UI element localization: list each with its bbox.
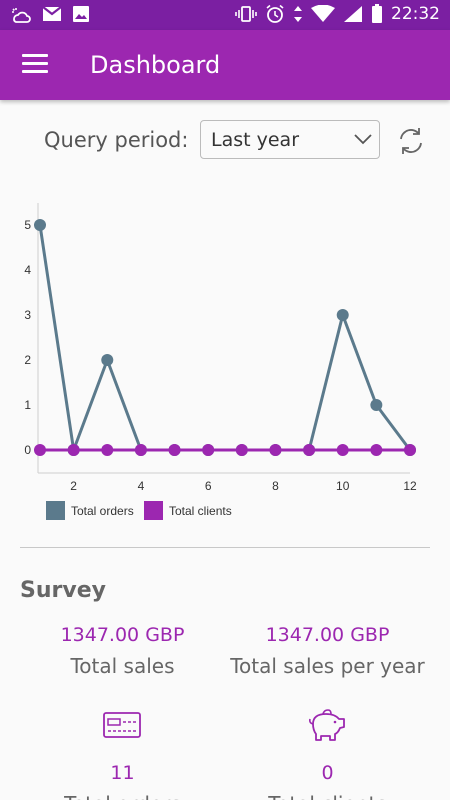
- query-period-select[interactable]: Last year: [200, 120, 380, 159]
- y-tick-label: 4: [24, 263, 31, 277]
- data-point: [34, 444, 46, 456]
- data-point: [168, 444, 181, 456]
- y-tick-label: 0: [24, 443, 31, 457]
- data-point: [134, 444, 147, 456]
- data-arrows-icon: [294, 6, 302, 22]
- vibrate-icon: [235, 6, 257, 22]
- data-point: [235, 444, 248, 456]
- legend-label: Total clients: [169, 504, 232, 518]
- credit-card-icon: [103, 712, 141, 738]
- data-point: [303, 444, 316, 456]
- x-tick-label: 8: [272, 479, 279, 493]
- x-tick-label: 2: [70, 479, 77, 493]
- menu-button[interactable]: [22, 54, 48, 76]
- x-tick-label: 12: [403, 479, 417, 493]
- data-point: [269, 444, 282, 456]
- refresh-button[interactable]: [395, 125, 427, 157]
- total-clients-label: Total clients: [215, 792, 440, 800]
- total-sales-per-year-value: 1347.00 GBP: [265, 624, 390, 646]
- weather-icon: [12, 8, 31, 23]
- data-point: [101, 444, 114, 456]
- query-period-label: Query period:: [44, 128, 189, 152]
- alarm-icon: [266, 4, 284, 23]
- total-orders-label: Total orders: [10, 792, 235, 800]
- x-tick-label: 10: [336, 479, 350, 493]
- legend-swatch: [46, 501, 65, 520]
- data-point: [101, 354, 114, 366]
- gmail-icon: [42, 6, 62, 21]
- total-sales-label: Total sales: [70, 654, 175, 678]
- query-period-value: Last year: [211, 129, 300, 151]
- y-tick-label: 3: [24, 308, 31, 322]
- chevron-down-icon: [354, 134, 372, 145]
- refresh-icon: [400, 128, 422, 154]
- x-tick-label: 6: [205, 479, 212, 493]
- total-clients-stat: 0 Total clients: [215, 762, 440, 800]
- total-sales-stat: 1347.00 GBP Total sales: [10, 624, 235, 678]
- status-time: 22:32: [391, 4, 440, 24]
- y-tick-label: 5: [24, 218, 31, 232]
- series-line: [38, 224, 412, 452]
- divider: [20, 547, 430, 548]
- data-point: [336, 309, 349, 321]
- hamburger-icon: [22, 54, 48, 57]
- total-sales-value: 1347.00 GBP: [60, 624, 185, 646]
- survey-title: Survey: [20, 578, 106, 603]
- piggy-bank-icon: [309, 709, 345, 741]
- page-title: Dashboard: [90, 51, 221, 79]
- data-point: [370, 399, 383, 411]
- data-point: [404, 444, 416, 456]
- legend-swatch: [144, 501, 163, 520]
- total-orders-stat: 11 Total orders: [10, 762, 235, 800]
- data-point: [370, 444, 383, 456]
- total-sales-per-year-label: Total sales per year: [230, 654, 425, 678]
- app-bar: Dashboard: [0, 30, 450, 100]
- y-tick-label: 2: [24, 353, 31, 367]
- data-point: [67, 444, 80, 456]
- legend-label: Total orders: [71, 504, 134, 518]
- query-period-row: Query period: Last year: [0, 120, 450, 160]
- signal-icon: [344, 6, 362, 22]
- image-icon: [73, 6, 89, 22]
- total-clients-value: 0: [321, 762, 334, 784]
- data-point: [34, 219, 46, 231]
- data-point: [336, 444, 349, 456]
- data-point: [202, 444, 215, 456]
- y-tick-label: 1: [24, 398, 31, 412]
- total-orders-value: 11: [110, 762, 135, 784]
- status-bar: 22:32: [0, 0, 450, 30]
- x-tick-label: 4: [138, 479, 145, 493]
- battery-icon: [372, 4, 382, 23]
- total-sales-per-year-stat: 1347.00 GBP Total sales per year: [215, 624, 440, 678]
- wifi-icon: [311, 5, 335, 22]
